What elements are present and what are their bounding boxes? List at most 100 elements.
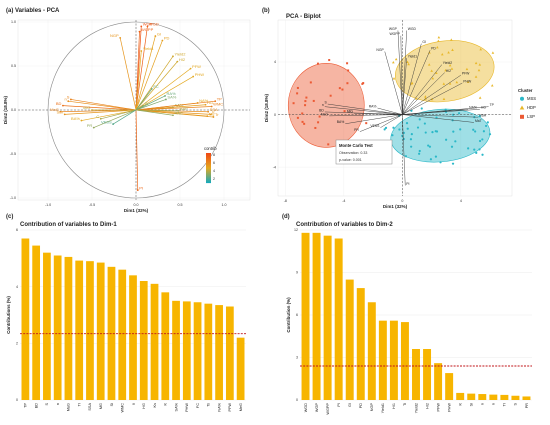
arrow-head xyxy=(154,35,157,37)
bar-category-label: n xyxy=(492,403,496,405)
bar-category-label: Tr xyxy=(77,402,81,406)
y-tick-label: 4 xyxy=(274,60,276,64)
obs-point-lsp xyxy=(338,87,341,90)
bar xyxy=(489,394,498,400)
obs-point-mss xyxy=(434,155,438,158)
bar xyxy=(182,301,191,400)
obs-point-lsp xyxy=(301,112,304,115)
obs-point-mss xyxy=(383,128,386,131)
x-axis-title: Dim1 (32%) xyxy=(124,208,149,213)
biplot-arrow xyxy=(324,106,403,115)
x-tick-label: 0.0 xyxy=(134,203,139,207)
biplot-arrow xyxy=(402,50,431,115)
arrow-head xyxy=(176,60,179,63)
obs-point-hdp xyxy=(466,80,470,84)
biplot-arrow-label: NGP xyxy=(376,48,384,52)
bar xyxy=(53,255,62,400)
y-tick-label: 1.0 xyxy=(11,20,16,24)
variable-label: VESS xyxy=(101,119,112,124)
arrow-head xyxy=(138,30,141,33)
legend-gradient-step xyxy=(206,176,211,178)
cluster-legend: Cluster MSS HDP LSP xyxy=(518,88,536,119)
obs-point-hdp xyxy=(448,63,452,67)
panel-d: (d) Contribution of variables to Dim-2 0… xyxy=(282,214,532,415)
legend-tick: 6 xyxy=(213,161,215,165)
obs-point-mss xyxy=(445,138,448,141)
obs-point-mss xyxy=(405,122,409,125)
obs-point-mss xyxy=(467,147,470,150)
panel-c-title: Contribution of variables to Dim-1 xyxy=(20,222,117,228)
biplot-arrow-label: PI xyxy=(406,182,409,186)
variable-label: MiG xyxy=(83,105,90,110)
biplot-arrow xyxy=(397,30,403,115)
biplot-arrow-label: MaG xyxy=(321,112,329,116)
bar-category-label: SA% xyxy=(174,402,178,411)
arrow-head xyxy=(80,119,83,122)
bar-category-label: Tr xyxy=(503,402,507,406)
variable-label: PHW xyxy=(195,72,205,77)
obs-point-mss xyxy=(452,130,455,133)
obs-point-hdp xyxy=(436,45,439,49)
variable-arrow xyxy=(100,109,137,120)
panel-a-label: (a) xyxy=(6,8,13,14)
biplot-arrow-label: MiG xyxy=(347,110,354,114)
biplot-arrow xyxy=(402,114,479,118)
arrow-head xyxy=(62,104,64,107)
obs-point-lsp xyxy=(343,110,346,113)
biplot-arrow-label: WGD xyxy=(408,27,417,31)
y-tick-label: 4 xyxy=(16,285,18,289)
obs-point-mss xyxy=(444,108,447,111)
bar-category-label: HI2 xyxy=(425,403,429,409)
bar xyxy=(172,300,180,400)
legend-gradient-step xyxy=(206,162,211,164)
annotation-frame xyxy=(335,139,393,165)
x-tick-label: 0.5 xyxy=(178,203,183,207)
variable-arrow xyxy=(135,106,212,111)
bar-category-label: Ks xyxy=(153,403,157,408)
obs-point-hdp xyxy=(442,97,446,101)
legend-marker-mss xyxy=(520,96,524,101)
variable-arrow xyxy=(135,100,216,111)
obs-point-mss xyxy=(406,127,409,130)
variable-label: AAP xyxy=(180,106,188,111)
bar-category-label: WGPP xyxy=(326,403,330,415)
arrow-head xyxy=(172,114,174,117)
biplot-arrow xyxy=(402,114,474,123)
y-axis-title: Dim2 (18.8%) xyxy=(3,95,8,124)
bar xyxy=(215,305,223,400)
legend-gradient-step xyxy=(206,154,211,156)
legend-label: LSP xyxy=(527,114,535,119)
legend-gradient-step xyxy=(206,153,211,155)
variable-label: HG xyxy=(207,100,213,105)
obs-point-mss xyxy=(474,130,477,133)
arrow-head xyxy=(150,87,153,90)
legend-gradient-step xyxy=(206,171,211,173)
bar-category-label: Ti xyxy=(403,403,407,406)
variable-label: PR xyxy=(87,123,93,128)
variable-label: Tr xyxy=(215,112,219,117)
biplot-arrow-label: n xyxy=(322,103,324,107)
obs-point-lsp xyxy=(304,100,307,103)
obs-point-lsp xyxy=(296,86,299,89)
obs-point-mss xyxy=(484,124,488,128)
obs-point-hdp xyxy=(394,57,398,61)
bar xyxy=(423,349,432,400)
bar-category-label: PR xyxy=(525,403,529,409)
y-tick-label: 0 xyxy=(16,398,18,402)
variable-label: BA% xyxy=(71,116,80,121)
obs-point-mss xyxy=(392,126,395,129)
biplot-arrow-label: Yield2 xyxy=(443,61,452,65)
y-tick-label: 0.0 xyxy=(11,108,16,112)
obs-point-hdp xyxy=(455,80,459,84)
y-tick-label: 2 xyxy=(16,342,18,346)
obs-point-mss xyxy=(416,126,420,129)
bar-category-label: PD xyxy=(359,403,363,409)
obs-point-hdp xyxy=(437,39,440,43)
y-tick-label: 0 xyxy=(274,113,276,117)
arrow-head xyxy=(112,123,115,125)
variable-label: SA% xyxy=(167,95,176,100)
x-tick-label: 1.0 xyxy=(222,203,227,207)
obs-point-lsp xyxy=(318,115,321,118)
x-tick-label: -8 xyxy=(284,199,287,203)
biplot-arrow-label: MaT xyxy=(475,119,482,123)
